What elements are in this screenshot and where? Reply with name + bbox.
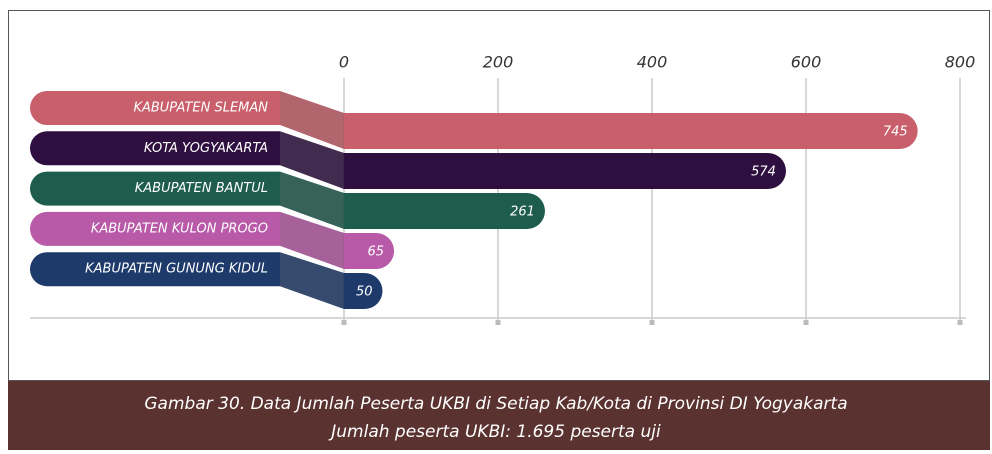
tick-mark — [803, 320, 809, 325]
x-tick-label: 0 — [339, 53, 349, 72]
label-pill — [30, 131, 280, 166]
bar — [344, 113, 918, 149]
connector — [280, 211, 344, 269]
tick-mark — [495, 320, 501, 325]
value-label: 745 — [883, 125, 908, 140]
connector — [280, 252, 344, 309]
connector-shade — [280, 211, 344, 269]
connector-shade — [280, 91, 344, 149]
value-label: 65 — [368, 245, 385, 260]
label-pill — [30, 91, 280, 125]
connector — [280, 171, 344, 229]
value-label: 261 — [510, 205, 535, 220]
x-tick-label: 400 — [637, 53, 668, 72]
connector — [280, 131, 344, 189]
category-label: KABUPATEN GUNUNG KIDUL — [85, 262, 268, 277]
category-label: KOTA YOGYAKARTA — [144, 141, 268, 156]
connector-shade — [280, 171, 344, 229]
value-label: 574 — [751, 165, 776, 180]
label-pill — [30, 211, 280, 246]
category-label: KABUPATEN KULON PROGO — [91, 221, 268, 236]
connector-shade — [280, 252, 344, 309]
caption-line: Jumlah peserta UKBI: 1.695 peserta uji — [328, 422, 661, 442]
bar — [344, 233, 395, 269]
label-pill — [30, 171, 280, 206]
x-tick-label: 200 — [483, 53, 514, 72]
tick-mark — [957, 320, 963, 325]
tick-mark — [649, 320, 655, 325]
caption-line: Gambar 30. Data Jumlah Peserta UKBI di S… — [144, 394, 847, 414]
caption-band — [8, 381, 990, 450]
value-label: 50 — [356, 285, 373, 300]
category-label: KABUPATEN BANTUL — [135, 181, 268, 196]
bar — [344, 273, 383, 309]
x-tick-label: 800 — [945, 53, 976, 72]
bar — [344, 193, 545, 229]
connector — [280, 91, 344, 149]
category-label: KABUPATEN SLEMAN — [133, 101, 268, 116]
bar — [344, 153, 786, 189]
tick-mark — [341, 320, 347, 325]
connector-shade — [280, 131, 344, 189]
x-tick-label: 600 — [791, 53, 822, 72]
label-pill — [29, 252, 280, 287]
